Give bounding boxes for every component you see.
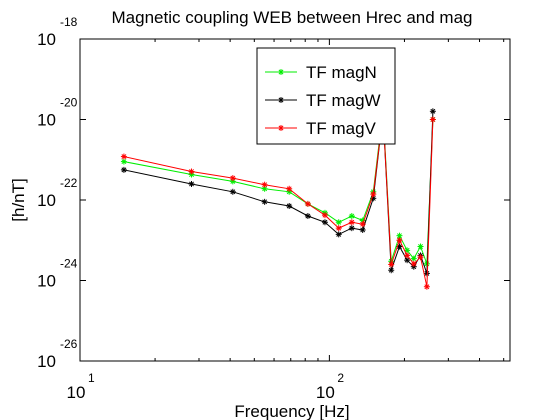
data-point: [388, 267, 395, 274]
data-point: [348, 225, 355, 232]
legend-label: TF magW: [306, 91, 381, 110]
legend-label: TF magN: [306, 63, 377, 82]
y-tick-exponent: -24: [60, 257, 78, 271]
data-point: [404, 252, 411, 259]
data-point: [348, 219, 355, 226]
y-tick-label: 10: [37, 111, 56, 130]
y-tick-label: 10: [37, 272, 56, 291]
x-axis-label: Frequency [Hz]: [234, 402, 349, 420]
data-point: [396, 232, 403, 239]
data-point: [321, 212, 328, 219]
y-tick-label: 10: [37, 191, 56, 210]
series-layer: [120, 107, 436, 290]
data-point: [423, 283, 430, 290]
data-point: [370, 191, 377, 198]
x-tick-label: 10: [316, 383, 335, 402]
data-point: [286, 202, 293, 209]
data-point: [229, 175, 236, 182]
data-point: [278, 69, 284, 75]
y-axis-label: [h/nT]: [9, 178, 28, 221]
y-tick-exponent: -26: [60, 337, 78, 351]
y-tick-exponent: -18: [60, 15, 78, 29]
y-tick-exponent: -22: [60, 176, 78, 190]
x-tick-label: 10: [67, 383, 86, 402]
data-point: [417, 243, 424, 250]
y-tick-label: 10: [37, 30, 56, 49]
data-point: [120, 153, 127, 160]
legend-label: TF magV: [306, 119, 377, 138]
y-tick-exponent: -20: [60, 96, 78, 110]
series-tf-magv: [120, 110, 436, 290]
data-point: [321, 219, 328, 226]
data-point: [417, 254, 424, 261]
x-tick-exponent: 2: [337, 371, 344, 385]
data-point: [335, 225, 342, 232]
data-point: [120, 158, 127, 165]
data-point: [188, 168, 195, 175]
data-point: [429, 108, 436, 115]
data-point: [188, 180, 195, 187]
data-point: [286, 185, 293, 192]
data-point: [410, 260, 417, 267]
data-point: [335, 231, 342, 238]
data-point: [261, 198, 268, 205]
y-axis-ticks: 10 -18 10 -20 10 -22 10 -24 10 -26: [37, 15, 510, 371]
x-tick-exponent: 1: [88, 371, 95, 385]
data-point: [278, 97, 284, 103]
data-point: [348, 213, 355, 220]
data-point: [359, 221, 366, 228]
data-point: [120, 166, 127, 173]
data-point: [261, 181, 268, 188]
data-point: [304, 213, 311, 220]
data-point: [429, 116, 436, 123]
data-point: [278, 125, 284, 131]
y-tick-label: 10: [37, 352, 56, 371]
data-point: [410, 255, 417, 262]
legend: TF magN TF magW TF magV: [256, 47, 396, 145]
data-point: [359, 226, 366, 233]
data-point: [388, 261, 395, 268]
data-point: [335, 219, 342, 226]
data-point: [229, 188, 236, 195]
data-point: [396, 237, 403, 244]
data-point: [304, 200, 311, 207]
chart-title: Magnetic coupling WEB between Hrec and m…: [112, 8, 473, 27]
